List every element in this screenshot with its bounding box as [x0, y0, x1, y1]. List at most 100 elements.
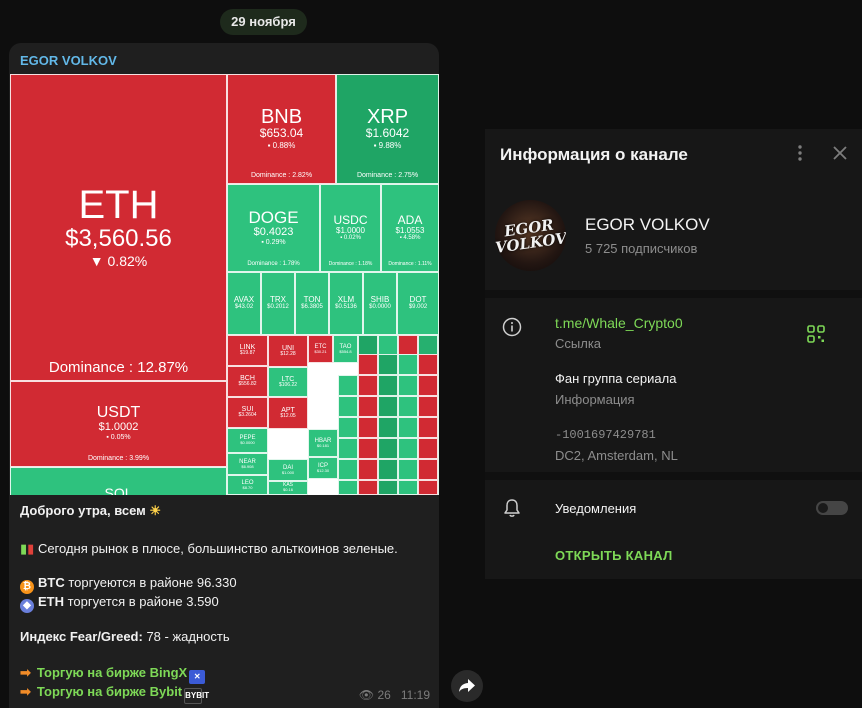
- heatmap-tile-uni: UNI $12.28: [268, 335, 308, 367]
- tile-price: $1.6042: [365, 126, 410, 141]
- heatmap-mini-tile: [378, 396, 398, 417]
- channel-link[interactable]: t.me/Whale_Crypto0: [555, 315, 683, 331]
- share-button[interactable]: [451, 670, 483, 702]
- heatmap-mini-tile: [398, 375, 418, 396]
- tile-dominance: Dominance : 1.78%: [247, 261, 300, 267]
- heatmap-mini-tile: [358, 396, 378, 417]
- message-author[interactable]: EGOR VOLKOV: [20, 53, 117, 68]
- bingx-link[interactable]: Торгую на бирже BingX: [36, 665, 188, 680]
- message-time: 11:19: [400, 688, 430, 702]
- panel-title: Информация о канале: [500, 145, 688, 164]
- bybit-logo-icon: BYBIT: [184, 688, 209, 704]
- fear-greed-label: Индекс Fear/Greed:: [20, 629, 143, 644]
- tile-price: $554.8: [339, 348, 352, 354]
- tile-dominance: Dominance : 3.99%: [87, 455, 150, 462]
- more-options-icon[interactable]: [790, 143, 810, 163]
- divider: [485, 290, 862, 298]
- tile-price: $12.05: [280, 412, 296, 419]
- tile-price: $6.908: [241, 463, 254, 469]
- open-channel-button[interactable]: ОТКРЫТЬ КАНАЛ: [555, 548, 673, 563]
- heatmap-tile-etc: ETC $30.21: [308, 335, 333, 363]
- tile-symbol: NEAR: [239, 458, 256, 465]
- heatmap-tile-bch: BCH $556.82: [227, 366, 268, 397]
- tile-symbol: XLM: [337, 295, 355, 305]
- ethereum-icon: ◆: [20, 599, 34, 613]
- heatmap-tile-usdc: USDC $1.0000 ▪ 0.02% Dominance : 1.18%: [320, 184, 381, 272]
- eth-line: ◆ ETH торгуется в районе 3.590: [20, 592, 219, 613]
- message-meta: 👁 26 11:19: [359, 688, 430, 702]
- heatmap-mini-tile: [418, 459, 438, 480]
- tile-price: $12.30: [316, 467, 330, 473]
- tile-symbol: TAO: [339, 343, 352, 350]
- heatmap-mini-tile: [418, 480, 438, 495]
- sun-icon: ☀: [149, 503, 162, 518]
- heatmap-tile-trx: TRX $0.2012: [261, 272, 295, 335]
- heatmap-mini-tile: [378, 375, 398, 396]
- tile-change: ▪ 0.29%: [261, 238, 286, 246]
- bybit-link[interactable]: Торгую на бирже Bybit: [36, 684, 183, 699]
- tile-price: $0.2012: [267, 304, 289, 311]
- heatmap-tile-link: LINK $19.87: [227, 335, 268, 366]
- heatmap-tile-pepe: PEPE $0.0000: [227, 428, 268, 453]
- channel-id[interactable]: -1001697429781: [555, 428, 656, 442]
- tile-change: ▪ 0.88%: [267, 141, 296, 151]
- tile-price: $0.16: [282, 487, 293, 493]
- heatmap-tile-ada: ADA $1.0553 ▪ 4.58% Dominance : 1.11%: [381, 184, 439, 272]
- tile-symbol: ETH: [78, 183, 159, 228]
- fear-greed-line: Индекс Fear/Greed: 78 - жадность: [20, 627, 230, 646]
- tile-symbol: UNI: [281, 344, 295, 352]
- eye-icon: 👁: [358, 688, 375, 702]
- heatmap-mini-tile: [438, 438, 439, 459]
- bybit-line[interactable]: ➡ Торгую на бирже Bybit BYBIT: [20, 682, 209, 704]
- avatar-logo-text: EGOR VOLKOV: [495, 215, 566, 257]
- candles-icon: ▮: [20, 541, 28, 556]
- tile-symbol: SOL: [104, 485, 133, 495]
- crypto-heatmap-image[interactable]: ETH $3,560.56 ▼ 0.82% Dominance : 12.87% BNB…: [10, 74, 439, 495]
- tile-price: $0.0000: [369, 304, 391, 311]
- tile-symbol: TON: [303, 295, 321, 305]
- heatmap-mini-tile: [418, 417, 438, 438]
- tile-price: $6.3805: [301, 304, 323, 311]
- heatmap-mini-tile: [398, 335, 418, 356]
- heatmap-mini-tile: [358, 375, 378, 396]
- heatmap-mini-tile: [378, 335, 398, 356]
- channel-avatar[interactable]: EGOR VOLKOV: [495, 200, 566, 271]
- heatmap-tile-tao: TAO $554.8: [333, 335, 358, 363]
- heatmap-mini-tile: [358, 480, 378, 495]
- bell-icon: [504, 499, 520, 517]
- bingx-line[interactable]: ➡ Торгую на бирже BingX ✕: [20, 663, 206, 684]
- heatmap-mini-tile: [438, 417, 439, 438]
- tile-price: $106.22: [278, 381, 298, 388]
- btc-text: торгуеются в районе 96.330: [68, 575, 237, 590]
- greeting-text: Доброго утра, всем: [20, 503, 146, 518]
- heatmap-mini-tile: [378, 438, 398, 459]
- heatmap-mini-tile: [418, 438, 438, 459]
- close-icon[interactable]: [830, 143, 850, 163]
- tile-dominance: Dominance : 1.18%: [328, 261, 373, 267]
- notifications-label: Уведомления: [555, 501, 637, 516]
- tile-price: $8.70: [242, 484, 253, 490]
- notifications-toggle[interactable]: [816, 501, 848, 515]
- tile-symbol: TRX: [270, 295, 286, 305]
- heatmap-mini-tile: [338, 396, 358, 417]
- tile-symbol: BNB: [260, 106, 303, 129]
- tile-symbol: KAS: [282, 482, 293, 489]
- heatmap-mini-tile: [398, 396, 418, 417]
- tile-price: $0.181: [316, 442, 330, 448]
- datacenter-info: DC2, Amsterdam, NL: [555, 448, 678, 463]
- heatmap-tile-usdt: USDT $1.0002 ▪ 0.05% Dominance : 3.99%: [10, 381, 227, 467]
- fan-group-label: Информация: [555, 392, 635, 407]
- heatmap-mini-tile: [358, 459, 378, 480]
- heatmap-mini-tile: [338, 480, 358, 495]
- heatmap-tile-eth: ETH $3,560.56 ▼ 0.82% Dominance : 12.87%: [10, 74, 227, 381]
- market-text: Сегодня рынок в плюсе, большинство альтк…: [37, 541, 398, 556]
- tile-symbol: ETC: [314, 343, 327, 350]
- eth-text: торгуется в районе 3.590: [67, 594, 219, 609]
- heatmap-mini-tile: [418, 396, 438, 417]
- qr-code-icon[interactable]: [807, 325, 825, 343]
- tile-symbol: PEPE: [239, 435, 256, 442]
- tile-dominance: Dominance : 2.75%: [356, 172, 419, 179]
- tile-symbol: LEO: [241, 479, 254, 486]
- heatmap-mini-tile: [398, 480, 418, 495]
- heatmap-tile-xrp: XRP $1.6042 ▪ 9.88% Dominance : 2.75%: [336, 74, 439, 184]
